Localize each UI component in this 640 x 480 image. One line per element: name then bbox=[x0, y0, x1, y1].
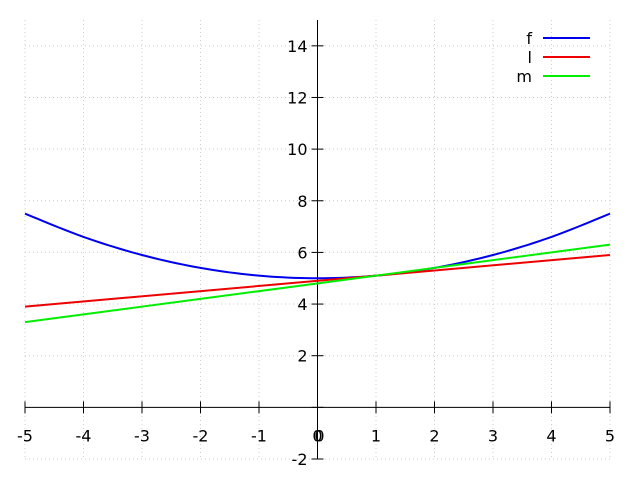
x-tick-label: -5 bbox=[17, 426, 33, 445]
series-lines bbox=[24, 212, 611, 324]
y-tick-label: -2 bbox=[292, 450, 308, 469]
x-tick-label: 5 bbox=[605, 426, 615, 445]
legend-label-m: m bbox=[516, 67, 532, 86]
y-tick-label: 14 bbox=[287, 37, 307, 56]
y-tick-label: 6 bbox=[297, 243, 307, 262]
y-tick-label: 8 bbox=[297, 192, 307, 211]
series-line-l bbox=[24, 253, 611, 308]
x-tick-label: -1 bbox=[251, 426, 267, 445]
x-tick-label: 2 bbox=[429, 426, 439, 445]
legend-label-l: l bbox=[528, 48, 532, 67]
y-tick-label: 0 bbox=[314, 426, 324, 445]
series-line-f bbox=[24, 212, 611, 280]
x-tick-label: -3 bbox=[134, 426, 150, 445]
x-tick-label: 4 bbox=[546, 426, 556, 445]
y-tick-label: 4 bbox=[297, 295, 307, 314]
x-tick-label: 3 bbox=[488, 426, 498, 445]
x-tick-label: 1 bbox=[371, 426, 381, 445]
x-tick-label: 0 bbox=[312, 426, 322, 445]
y-tick-label: 2 bbox=[297, 347, 307, 366]
x-tick-label: -4 bbox=[76, 426, 92, 445]
series-line-m bbox=[24, 243, 611, 324]
legend: flm bbox=[516, 29, 590, 86]
y-tick-label: 10 bbox=[287, 140, 307, 159]
x-tick-label: -2 bbox=[193, 426, 209, 445]
legend-label-f: f bbox=[526, 29, 532, 48]
y-tick-label: 12 bbox=[287, 88, 307, 107]
